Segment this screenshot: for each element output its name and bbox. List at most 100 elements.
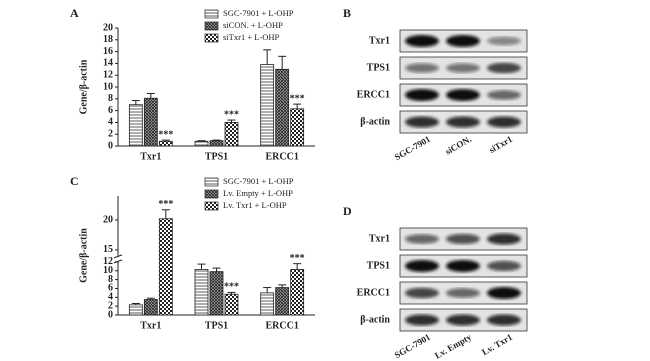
y-tick-label: 12	[103, 69, 113, 80]
y-tick-label: 16	[103, 46, 113, 57]
legend-label: siTxr1 + L-OHP	[223, 32, 280, 42]
blot-band	[446, 63, 480, 73]
legend-label: SGC-7901 + L-OHP	[223, 8, 294, 18]
x-tick-label: ERCC1	[265, 320, 298, 331]
bar	[224, 293, 239, 316]
legend-label: SGC-7901 + L-OHP	[223, 176, 294, 186]
blot-band	[446, 35, 480, 47]
bar	[290, 269, 305, 316]
y-tick-label: 18	[103, 34, 113, 45]
blot-band	[487, 116, 521, 128]
blot-band	[487, 260, 521, 272]
y-tick-label: 2	[108, 300, 113, 311]
blot-band	[487, 90, 521, 100]
bar	[275, 287, 290, 316]
blot-band	[487, 36, 521, 46]
y-axis-label: Gene/β-actin	[78, 59, 89, 114]
y-tick-label: 20	[103, 214, 113, 225]
significance-label: ***	[290, 253, 305, 264]
x-tick-label: Txr1	[140, 151, 161, 162]
bar	[260, 292, 275, 316]
y-tick-label: 10	[103, 81, 113, 92]
bar	[158, 218, 173, 316]
blot-band	[405, 314, 439, 326]
y-tick-label: 2	[108, 128, 113, 139]
blot-band	[405, 35, 439, 47]
row-label: ERCC1	[357, 89, 390, 100]
legend-swatch	[204, 177, 219, 187]
panel-label: D	[343, 204, 352, 218]
row-label: Txr1	[369, 233, 390, 244]
bar	[290, 108, 305, 147]
significance-label: ***	[158, 199, 173, 210]
y-tick-label: 0	[108, 309, 113, 320]
bar	[128, 104, 143, 147]
y-tick-label: 14	[103, 58, 113, 69]
significance-label: ***	[224, 109, 239, 120]
y-tick-label: 20	[103, 22, 113, 33]
x-tick-label: ERCC1	[265, 151, 298, 162]
blot-band	[446, 314, 480, 326]
bar	[128, 304, 143, 316]
blot-band	[487, 62, 521, 74]
y-tick-label: 4	[108, 117, 113, 128]
blot-band	[405, 116, 439, 128]
y-tick-label: 10	[103, 265, 113, 276]
row-label: TPS1	[367, 62, 390, 73]
legend-swatch	[204, 9, 219, 19]
y-tick-label: 8	[108, 274, 113, 285]
y-tick-label: 15	[103, 244, 113, 255]
bar	[194, 269, 209, 316]
significance-label: ***	[158, 129, 173, 140]
lane-label: siCON.	[444, 134, 473, 157]
lane-label: Lv. Empty	[433, 332, 474, 361]
legend-swatch	[204, 201, 219, 211]
blot-band	[405, 287, 439, 299]
row-label: ERCC1	[357, 287, 390, 298]
legend-label: Lv. Empty + L-OHP	[223, 188, 293, 198]
blot-band	[446, 288, 480, 298]
blot-band	[446, 116, 480, 128]
y-tick-label: 0	[108, 140, 113, 151]
legend-swatch	[204, 189, 219, 199]
legend-label: siCON. + L-OHP	[223, 20, 283, 30]
y-tick-label: 6	[108, 283, 113, 294]
panel-label: C	[70, 174, 79, 188]
significance-label: ***	[224, 282, 239, 293]
x-tick-label: TPS1	[205, 151, 228, 162]
axis-break	[113, 254, 123, 259]
panel-label: A	[70, 6, 79, 20]
lane-label: Lv. Txr1	[480, 332, 514, 358]
blot-band	[446, 260, 480, 272]
lane-label: SGC-7901	[393, 134, 433, 163]
blot-band	[446, 233, 480, 245]
row-label: TPS1	[367, 260, 390, 271]
bar	[194, 140, 209, 147]
row-label: β-actin	[360, 116, 390, 127]
blot-band	[487, 314, 521, 326]
legend-swatch	[204, 21, 219, 31]
y-axis-label: Gene/β-actin	[78, 228, 89, 283]
y-tick-label: 12	[103, 256, 113, 267]
legend-label: Lv. Txr1 + L-OHP	[223, 200, 287, 210]
blot-band	[405, 89, 439, 101]
bar	[260, 64, 275, 147]
x-tick-label: TPS1	[205, 320, 228, 331]
panel-label: B	[343, 6, 351, 20]
blot-band	[405, 63, 439, 73]
bar	[209, 140, 224, 147]
row-label: Txr1	[369, 35, 390, 46]
significance-label: ***	[290, 93, 305, 104]
blot-band	[446, 89, 480, 101]
y-tick-label: 6	[108, 105, 113, 116]
bar	[275, 68, 290, 147]
bar	[143, 97, 158, 147]
x-tick-label: Txr1	[140, 320, 161, 331]
y-tick-label: 8	[108, 93, 113, 104]
lane-label: SGC-7901	[393, 332, 433, 361]
blot-band	[405, 260, 439, 272]
bar	[209, 271, 224, 316]
blot-band	[487, 287, 521, 299]
